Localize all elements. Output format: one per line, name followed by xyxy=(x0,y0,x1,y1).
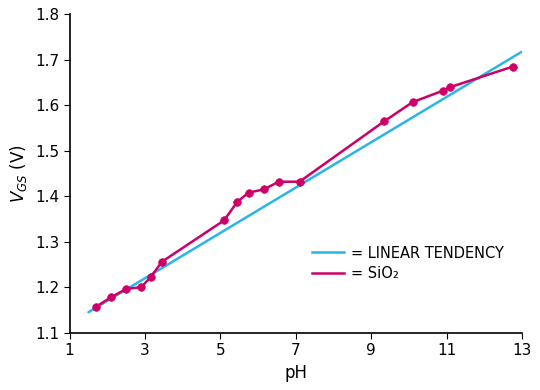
Y-axis label: $V_{GS}$ (V): $V_{GS}$ (V) xyxy=(8,144,29,203)
Legend: = LINEAR TENDENCY, = SiO₂: = LINEAR TENDENCY, = SiO₂ xyxy=(306,240,510,287)
X-axis label: pH: pH xyxy=(284,363,307,382)
